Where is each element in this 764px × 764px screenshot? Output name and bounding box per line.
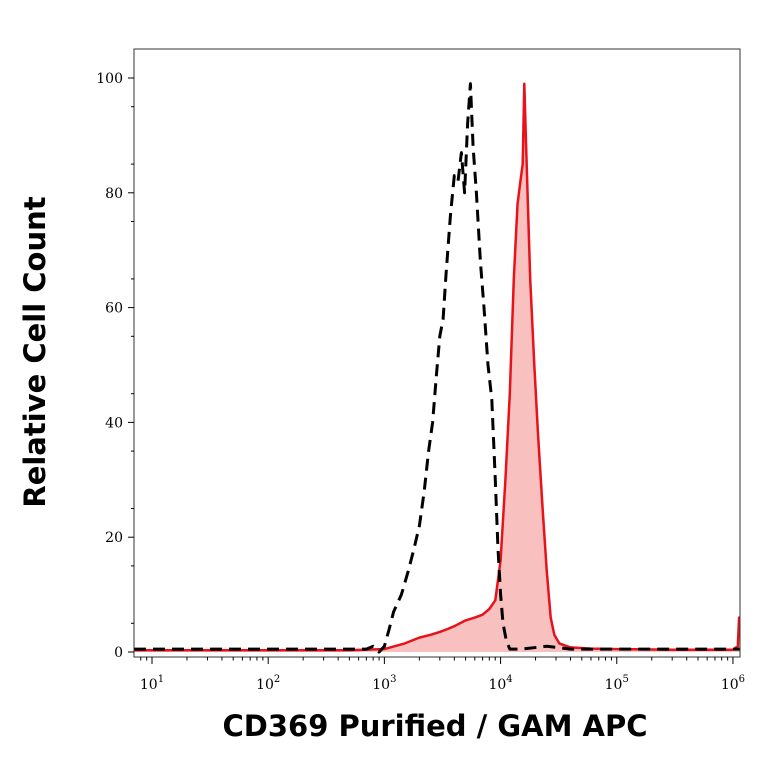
- y-axis-title: Relative Cell Count: [18, 196, 52, 507]
- x-tick-label: 103: [372, 674, 396, 693]
- x-tick-label: 104: [488, 674, 512, 693]
- y-tick-label: 60: [105, 301, 123, 317]
- series-line-solid: [134, 82, 741, 652]
- x-tick-label: 102: [256, 674, 280, 693]
- x-tick-label: 101: [140, 674, 164, 693]
- y-tick-label: 40: [105, 415, 123, 431]
- series-line-dashed: [134, 82, 740, 654]
- plot-area: [134, 82, 741, 654]
- x-axis-title: CD369 Purified / GAM APC: [222, 709, 647, 743]
- axes: 0 20 40 60 80 100 101 102 103 104 105 106: [96, 48, 745, 693]
- x-tick-label: 106: [721, 674, 745, 693]
- x-tick-label: 105: [605, 674, 629, 693]
- y-tick-label: 80: [105, 186, 123, 202]
- plot-frame: [133, 48, 741, 658]
- y-tick-label: 100: [96, 71, 123, 87]
- y-tick-label: 20: [105, 530, 123, 546]
- y-tick-label: 0: [114, 645, 123, 661]
